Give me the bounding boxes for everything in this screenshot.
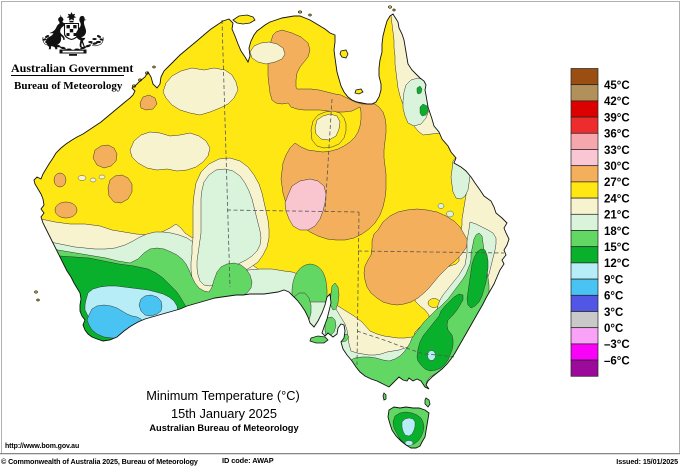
svg-text:9°C: 9°C bbox=[604, 274, 623, 286]
svg-text:–6°C: –6°C bbox=[604, 355, 630, 367]
svg-text:Minimum Temperature (°C): Minimum Temperature (°C) bbox=[146, 388, 300, 403]
svg-text:12°C: 12°C bbox=[604, 258, 630, 270]
svg-text:–3°C: –3°C bbox=[604, 339, 630, 351]
svg-text:18°C: 18°C bbox=[604, 226, 630, 238]
svg-text:21°C: 21°C bbox=[604, 210, 630, 222]
svg-text:42°C: 42°C bbox=[604, 96, 630, 108]
svg-text:15°C: 15°C bbox=[604, 242, 630, 254]
svg-text:27°C: 27°C bbox=[604, 177, 630, 189]
svg-text:45°C: 45°C bbox=[604, 80, 630, 92]
svg-text:33°C: 33°C bbox=[604, 145, 630, 157]
svg-text:Australian Bureau of Meteorolo: Australian Bureau of Meteorology bbox=[149, 423, 299, 433]
svg-text:0°C: 0°C bbox=[604, 323, 623, 335]
svg-text:24°C: 24°C bbox=[604, 193, 630, 205]
svg-text:30°C: 30°C bbox=[604, 161, 630, 173]
svg-text:15th January 2025: 15th January 2025 bbox=[171, 406, 277, 421]
svg-text:39°C: 39°C bbox=[604, 112, 630, 124]
svg-text:6°C: 6°C bbox=[604, 291, 623, 303]
svg-text:36°C: 36°C bbox=[604, 129, 630, 141]
svg-text:3°C: 3°C bbox=[604, 307, 623, 319]
